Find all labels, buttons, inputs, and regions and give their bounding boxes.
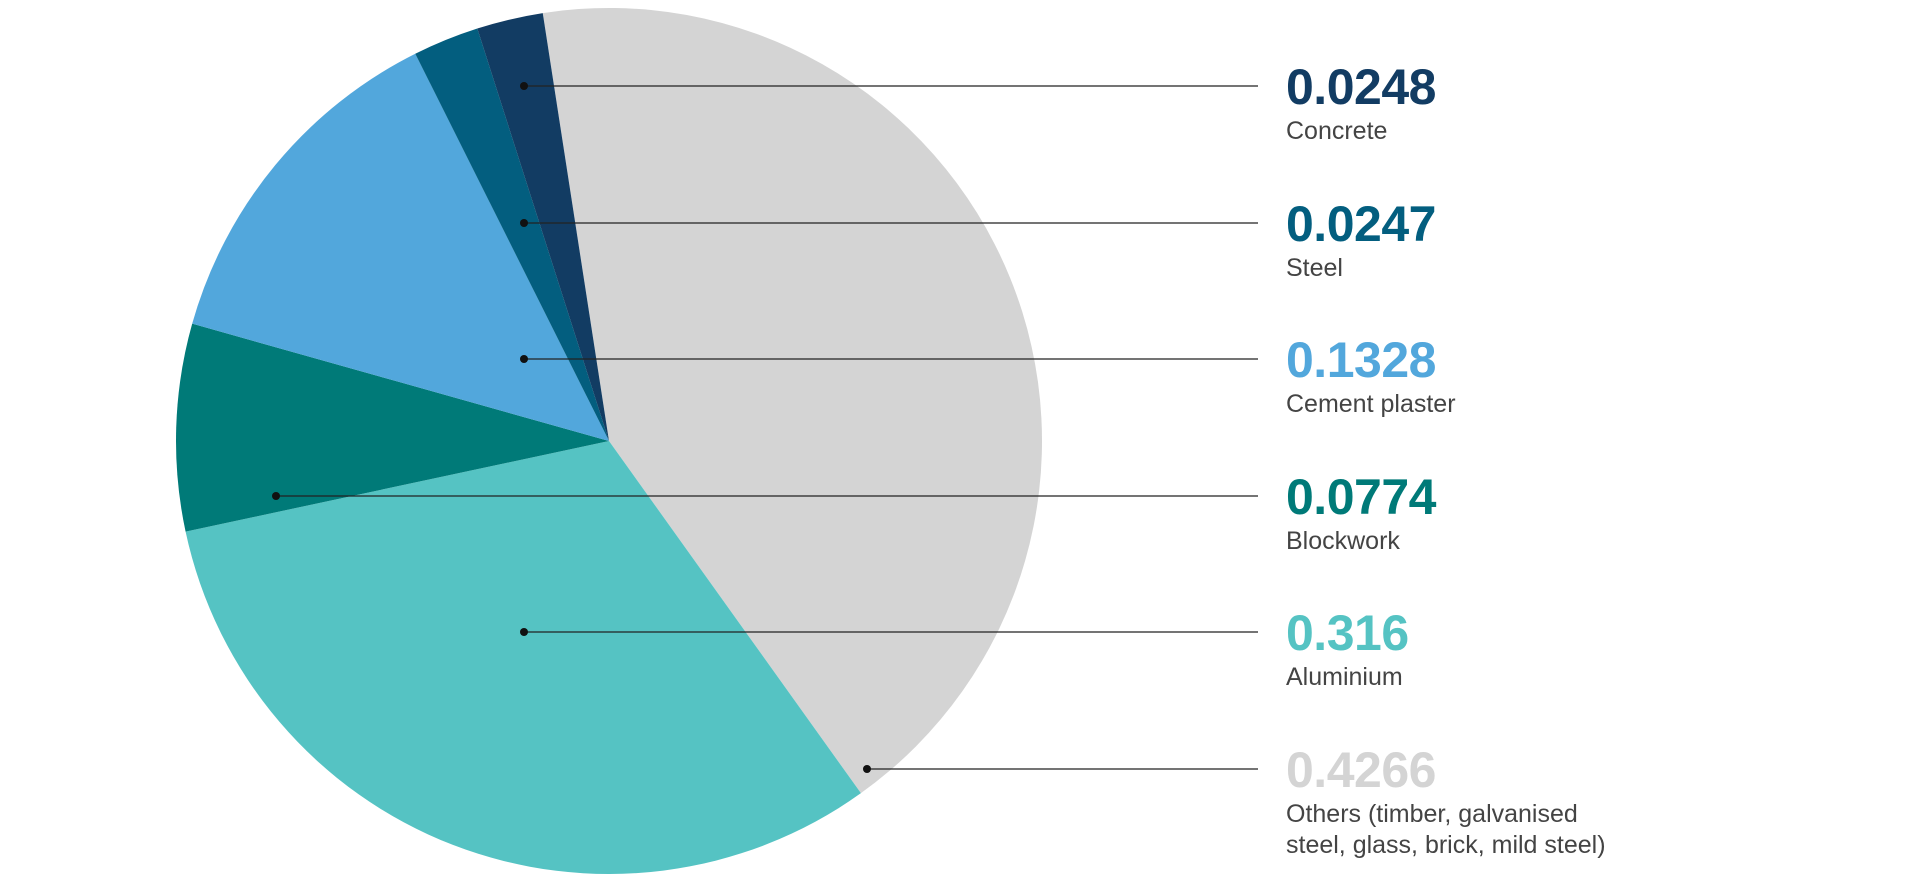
pie-slice-concrete [477,13,609,442]
legend-label: Others (timber, galvanised steel, glass,… [1286,800,1606,859]
leader-dot [863,765,871,773]
data-label-value: 0.0248 [1286,59,1436,115]
legend-item: 0.0248 Concrete [1286,62,1436,147]
leader-dot [520,355,528,363]
legend-label: Aluminium [1286,663,1403,691]
pie-slice-aluminium [185,441,861,874]
legend-item: 0.316 Aluminium [1286,608,1409,693]
data-label-value: 0.316 [1286,605,1409,661]
data-label-value: 0.1328 [1286,332,1436,388]
legend-item: 0.4266 Others (timber, galvanised steel, … [1286,745,1616,861]
pie-slice-blockwork [175,323,609,532]
data-label-value: 0.0247 [1286,196,1436,252]
legend-label: Steel [1286,254,1343,282]
data-label-value: 0.4266 [1286,742,1436,798]
leader-dot [520,82,528,90]
legend-item: 0.1328 Cement plaster [1286,335,1456,420]
pie-slice-steel [415,28,609,442]
leader-dot [272,492,280,500]
pie-slice-cement [192,53,609,441]
legend-label: Blockwork [1286,527,1400,555]
legend-item: 0.0247 Steel [1286,199,1436,284]
pie-slice-others [542,8,1042,794]
legend-label: Concrete [1286,117,1388,145]
leader-dot [520,628,528,636]
legend-label: Cement plaster [1286,390,1456,418]
data-label-value: 0.0774 [1286,469,1436,525]
leader-dot [520,219,528,227]
legend-item: 0.0774 Blockwork [1286,472,1436,557]
